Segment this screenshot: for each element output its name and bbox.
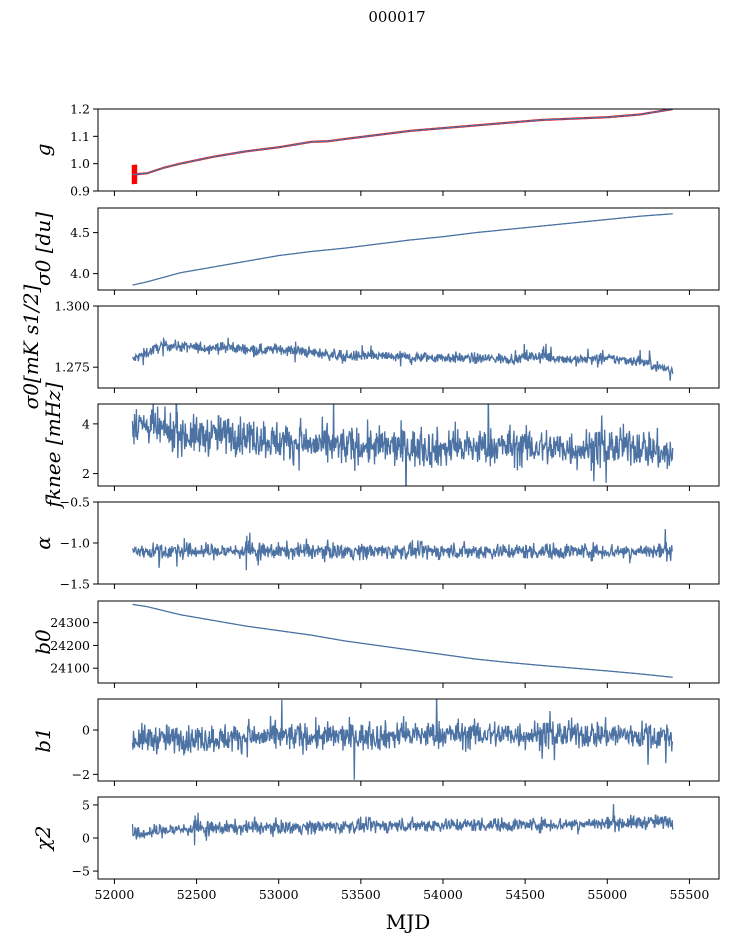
panel-sigma0_mK: 1.275 1.300 σ0[mK s1/2] — [19, 284, 720, 409]
y-tick-label: 24300 — [50, 615, 90, 630]
y-tick-label: 1.1 — [70, 129, 90, 144]
series-line-chi2 — [131, 804, 674, 846]
x-tick-label: 55500 — [670, 887, 710, 902]
y-tick-label: −2 — [72, 767, 90, 782]
axes-frame — [97, 501, 720, 585]
panel-b1: −2 0 b1 — [31, 698, 720, 786]
x-tick-label: 54500 — [505, 887, 545, 902]
y-axis-label-fknee: fknee [mHz] — [41, 382, 65, 509]
axes-frame — [97, 108, 720, 192]
series-line-b0 — [132, 603, 673, 678]
axes-frame — [97, 796, 720, 880]
y-tick-label: 4 — [82, 416, 90, 431]
y-axis-label-b1: b1 — [31, 727, 55, 753]
y-tick-label: 5 — [82, 797, 90, 812]
panel-sigma0_du: 4.0 4.5 σ0 [du] — [31, 207, 720, 295]
panel-g: 0.9 1.0 1.1 1.2 g — [31, 102, 720, 199]
y-tick-label: 24100 — [50, 661, 90, 676]
panel-chi2: −5 0 5 52000 52500 53000 53500 54000 54500 55000 5… — [31, 796, 720, 902]
x-tick-label: 52000 — [95, 887, 135, 902]
series-line-sigma0_mK — [132, 336, 674, 381]
axes-frame — [97, 403, 720, 487]
series-line-sigma0_du — [132, 213, 673, 286]
y-tick-label: 4.0 — [70, 266, 90, 281]
figure-title: 000017 — [368, 8, 425, 26]
x-axis-label: MJD — [386, 910, 431, 934]
y-axis-label-chi2: χ2 — [31, 826, 55, 853]
y-axis-label-sigma0_du: σ0 [du] — [31, 212, 55, 286]
series-line-fknee — [131, 404, 674, 486]
axes-frame — [97, 698, 720, 782]
axes-frame — [97, 207, 720, 291]
series-line-b1 — [131, 699, 674, 780]
y-tick-label: 24200 — [50, 638, 90, 653]
y-tick-label: 2 — [82, 466, 90, 481]
axes-frame — [97, 600, 720, 684]
y-tick-label: 0 — [82, 723, 90, 738]
y-tick-label: 1.0 — [70, 156, 90, 171]
y-tick-label: 4.5 — [70, 225, 90, 240]
x-tick-label: 55000 — [587, 887, 627, 902]
y-tick-label: −1.5 — [60, 577, 90, 592]
x-tick-label: 53500 — [341, 887, 381, 902]
y-tick-label: 1.275 — [54, 360, 90, 375]
x-tick-label: 53000 — [259, 887, 299, 902]
y-tick-label: 0 — [82, 831, 90, 846]
y-axis-label-sigma0_mK: σ0[mK s1/2] — [19, 284, 43, 409]
x-tick-label: 54000 — [423, 887, 463, 902]
y-tick-label: −1.0 — [60, 536, 90, 551]
y-tick-label: −5 — [72, 864, 90, 879]
x-tick-label: 52500 — [177, 887, 217, 902]
axes-frame — [97, 305, 720, 389]
y-tick-label: −0.5 — [60, 495, 90, 510]
series-line-g — [132, 109, 673, 176]
y-axis-label-alpha: α — [31, 536, 55, 550]
y-tick-label: 1.2 — [70, 102, 90, 117]
y-axis-label-g: g — [31, 144, 55, 157]
series-line-alpha — [131, 529, 673, 571]
panel-alpha: −1.5 −1.0 −0.5 α — [31, 495, 720, 592]
y-tick-label: 0.9 — [70, 184, 90, 199]
y-axis-label-b0: b0 — [31, 629, 55, 655]
y-tick-label: 1.300 — [54, 299, 90, 314]
panel-fknee: 2 4 fknee [mHz] — [41, 382, 720, 509]
